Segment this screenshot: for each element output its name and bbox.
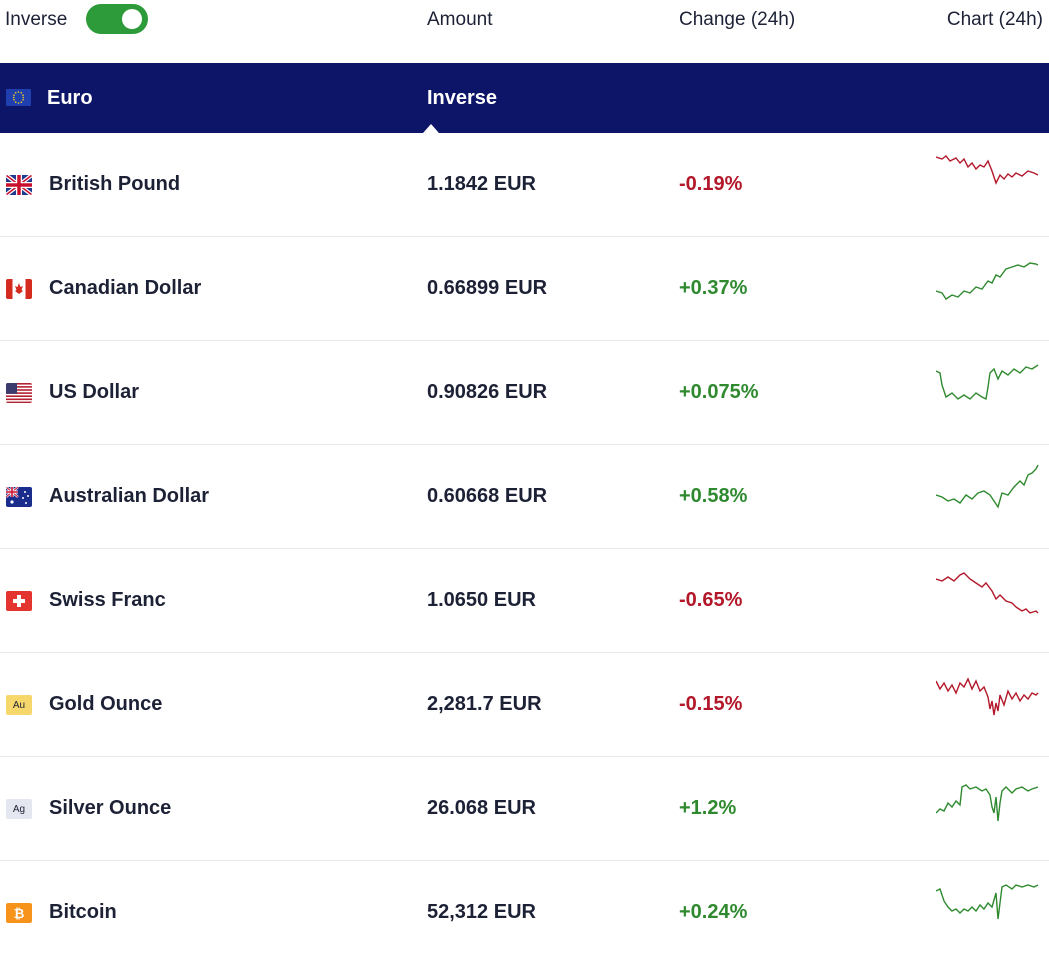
sparkline-chart [936, 155, 1039, 185]
base-currency-row[interactable]: Euro Inverse [0, 63, 1049, 133]
currency-row[interactable]: ₿ Bitcoin 52,312 EUR +0.24% [0, 861, 1049, 964]
currency-name: British Pound [49, 173, 181, 195]
inverse-toggle[interactable] [86, 4, 148, 34]
uk-flag-icon [6, 175, 32, 195]
silver-icon: Ag [6, 799, 32, 819]
currency-change: -0.19% [679, 173, 743, 195]
currency-change: +0.075% [679, 381, 759, 403]
sparkline-chart [936, 364, 1039, 401]
currency-name: US Dollar [49, 381, 140, 403]
sparkline-chart [936, 677, 1039, 716]
column-header-chart: Chart (24h) [946, 9, 1043, 30]
currency-row[interactable]: Au Gold Ounce 2,281.7 EUR -0.15% [0, 653, 1049, 757]
currency-amount: 52,312 EUR [427, 901, 536, 923]
currency-name: Bitcoin [49, 901, 117, 923]
currency-name: Australian Dollar [49, 485, 210, 507]
toggle-knob [122, 9, 142, 29]
caret-indicator [423, 124, 439, 133]
gold-icon: Au [6, 695, 32, 715]
currency-amount: 26.068 EUR [427, 797, 536, 819]
currency-row[interactable]: Canadian Dollar 0.66899 EUR +0.37% [0, 237, 1049, 341]
silver-symbol: Ag [12, 803, 26, 815]
sparkline-chart [936, 572, 1039, 614]
currency-name: Swiss Franc [49, 589, 166, 611]
eu-flag-icon [6, 89, 31, 106]
currency-name: Silver Ounce [49, 797, 172, 819]
currency-name: Gold Ounce [49, 693, 163, 715]
table-header: Inverse Amount Change (24h) Chart (24h) [0, 0, 1049, 63]
currency-amount: 0.60668 EUR [427, 485, 548, 507]
currency-list: British Pound 1.1842 EUR -0.19% Canadian… [0, 133, 1049, 964]
australia-flag-icon [6, 487, 32, 507]
sparkline-chart [936, 884, 1039, 920]
currency-change: -0.15% [679, 693, 743, 715]
base-mode-label: Inverse [427, 87, 498, 109]
currency-amount: 2,281.7 EUR [427, 693, 542, 715]
currency-row[interactable]: US Dollar 0.90826 EUR +0.075% [0, 341, 1049, 445]
sparkline-chart [936, 464, 1039, 509]
currency-amount: 0.66899 EUR [427, 277, 548, 299]
currency-change: +0.37% [679, 277, 748, 299]
sparkline-chart [936, 262, 1039, 300]
currency-amount: 1.0650 EUR [427, 589, 536, 611]
currency-amount: 0.90826 EUR [427, 381, 548, 403]
sparkline-chart [936, 784, 1039, 822]
currency-row[interactable]: Swiss Franc 1.0650 EUR -0.65% [0, 549, 1049, 653]
column-header-amount: Amount [427, 9, 493, 30]
currency-amount: 1.1842 EUR [427, 173, 536, 195]
gold-symbol: Au [12, 699, 26, 711]
bitcoin-icon: ₿ [6, 903, 32, 923]
inverse-label: Inverse [5, 9, 68, 30]
currency-row[interactable]: Ag Silver Ounce 26.068 EUR +1.2% [0, 757, 1049, 861]
currency-row[interactable]: British Pound 1.1842 EUR -0.19% [0, 133, 1049, 237]
currency-change: -0.65% [679, 589, 743, 611]
column-header-change: Change (24h) [679, 9, 796, 30]
currency-name: Canadian Dollar [49, 277, 202, 299]
svg-text:₿: ₿ [14, 906, 25, 921]
us-flag-icon [6, 383, 32, 403]
currency-change: +0.24% [679, 901, 748, 923]
canada-flag-icon [6, 279, 32, 299]
base-currency-name: Euro [47, 87, 93, 109]
currency-change: +1.2% [679, 797, 737, 819]
currency-change: +0.58% [679, 485, 748, 507]
currency-row[interactable]: Australian Dollar 0.60668 EUR +0.58% [0, 445, 1049, 549]
swiss-flag-icon [6, 591, 32, 611]
